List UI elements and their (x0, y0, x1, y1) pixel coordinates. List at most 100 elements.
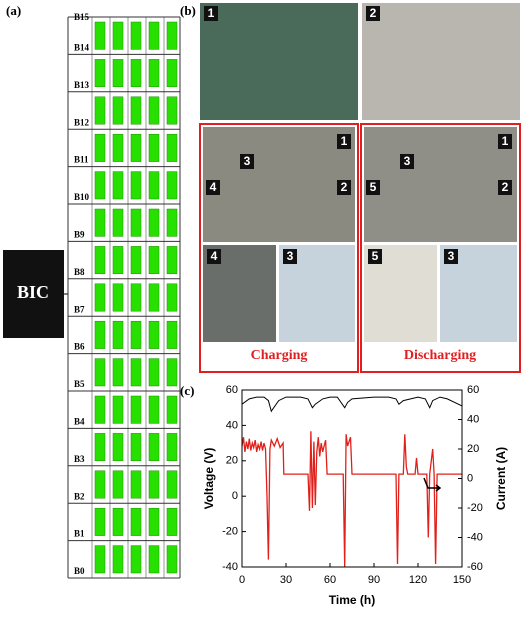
cell (112, 21, 124, 50)
module-label: B3 (74, 454, 85, 464)
badge-box (283, 249, 297, 264)
badge: 4 (211, 249, 218, 263)
badge: 1 (208, 6, 215, 20)
module-label: B10 (74, 192, 90, 202)
cell (148, 21, 160, 50)
cell (148, 283, 160, 312)
badge: 2 (341, 180, 348, 194)
cell (112, 433, 124, 462)
y2-tick-label: -20 (467, 502, 483, 514)
cell (148, 246, 160, 275)
cell (94, 470, 106, 499)
cell (130, 208, 142, 237)
photo (362, 3, 520, 120)
cell (130, 470, 142, 499)
cell (166, 395, 178, 424)
badge: 3 (244, 154, 251, 168)
badge-box (368, 249, 382, 264)
badge: 4 (210, 180, 217, 194)
cell (166, 433, 178, 462)
cell (112, 320, 124, 349)
chart: 0 30 60 90 120 150 -40 -20 0 20 40 60 -60 -40 -20 0 20 40… (202, 384, 508, 607)
cell (94, 283, 106, 312)
cell (130, 171, 142, 200)
cell (130, 59, 142, 88)
cell (94, 21, 106, 50)
bic-box (3, 250, 64, 338)
cell (166, 320, 178, 349)
cell (112, 545, 124, 574)
badge: 1 (502, 134, 509, 148)
cell (94, 395, 106, 424)
cell (94, 171, 106, 200)
badge-box (498, 180, 512, 195)
cell (148, 208, 160, 237)
cell (148, 320, 160, 349)
badge-box (240, 154, 254, 169)
y-tick-label: -40 (222, 561, 238, 573)
cell (112, 470, 124, 499)
cell (112, 283, 124, 312)
panel-label: (c) (180, 383, 194, 398)
module-label: B8 (74, 267, 85, 277)
x-tick-label: 0 (239, 574, 245, 586)
cell (94, 133, 106, 162)
cell (112, 246, 124, 275)
y2-tick-label: 0 (467, 472, 473, 484)
cell (166, 246, 178, 275)
series-line (241, 431, 462, 568)
y-axis-label: Voltage (V) (202, 448, 216, 510)
x-axis-label: Time (h) (329, 593, 375, 607)
y-tick-label: 40 (226, 419, 238, 431)
cell (166, 59, 178, 88)
cell (130, 246, 142, 275)
photo (200, 3, 358, 120)
module-label: B11 (74, 155, 89, 165)
cell (130, 358, 142, 387)
x-tick-label: 90 (368, 574, 380, 586)
cell (112, 59, 124, 88)
badge: 3 (404, 154, 411, 168)
caption: Discharging (404, 348, 476, 363)
cell (166, 208, 178, 237)
cell (112, 358, 124, 387)
bic-label: BIC (17, 282, 49, 302)
cell (94, 507, 106, 536)
cell (166, 21, 178, 50)
cell (148, 358, 160, 387)
cell (148, 507, 160, 536)
cell (94, 208, 106, 237)
module-label: B15 (74, 12, 90, 22)
y-tick-label: 0 (232, 490, 238, 502)
badge: 5 (370, 180, 377, 194)
cell (94, 433, 106, 462)
cell (166, 96, 178, 125)
cell (166, 133, 178, 162)
cell (94, 545, 106, 574)
cell (130, 283, 142, 312)
badge-box (206, 180, 220, 195)
panel-label: (b) (180, 3, 196, 18)
module-label: B4 (74, 416, 85, 426)
badge-box (366, 180, 380, 195)
cell (130, 433, 142, 462)
cell (94, 59, 106, 88)
y2-tick-label: -60 (467, 561, 483, 573)
badge: 3 (287, 249, 294, 263)
x-tick-label: 60 (324, 574, 336, 586)
cell (94, 358, 106, 387)
cell (112, 208, 124, 237)
x-tick-label: 150 (453, 574, 471, 586)
y2-axis-label: Current (A) (494, 447, 508, 510)
badge: 2 (502, 180, 509, 194)
badge-box (204, 6, 218, 21)
module-label: B7 (74, 304, 85, 314)
module-label: B9 (74, 229, 85, 239)
y2-tick-label: 60 (467, 384, 479, 396)
cell (112, 395, 124, 424)
y-tick-label: 20 (226, 455, 238, 467)
module-label: B12 (74, 117, 90, 127)
badge-box (337, 180, 351, 195)
plot-frame (241, 389, 463, 568)
